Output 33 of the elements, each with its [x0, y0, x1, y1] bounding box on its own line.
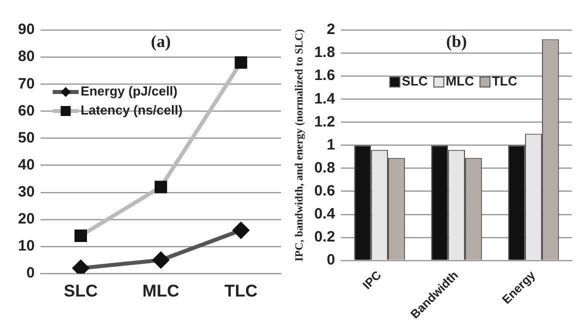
- y-tick-label: 30: [18, 184, 35, 201]
- y-tick-label: 70: [18, 75, 35, 92]
- y-tick-label: 60: [18, 102, 35, 120]
- y-tick-label: 1.4: [314, 90, 336, 108]
- legend-label: MLC: [446, 74, 475, 89]
- y-axis-title: IPC, bandwidth, and energy (normalized to SLC): [293, 28, 306, 262]
- x-tick-label: IPC: [360, 268, 384, 292]
- y-tick-label: 0.4: [314, 206, 336, 223]
- legend-label: Energy (pJ/cell): [80, 84, 178, 99]
- y-tick-label: 0.6: [314, 182, 336, 200]
- y-tick-label: 90: [18, 21, 35, 38]
- y-tick-label: 2: [326, 21, 336, 38]
- legend-label: SLC: [402, 74, 428, 89]
- y-tick-label: 0.2: [314, 228, 336, 246]
- y-tick-label: 20: [18, 210, 35, 228]
- y-tick-label: 1: [326, 136, 336, 154]
- y-tick-label: 0: [326, 252, 336, 269]
- x-tick-label: SLC: [64, 281, 98, 300]
- chart-title: (a): [150, 32, 171, 51]
- y-tick-label: 0: [26, 264, 35, 282]
- chart-title: (b): [446, 32, 467, 51]
- legend-label: TLC: [492, 74, 518, 89]
- legend-label: Latency (ns/cell): [80, 102, 183, 118]
- y-tick-label: 50: [18, 129, 35, 146]
- y-tick-label: 1.2: [314, 113, 336, 130]
- y-tick-label: 1.6: [314, 67, 336, 84]
- y-tick-label: 0.8: [314, 159, 336, 176]
- y-tick-label: 80: [18, 48, 35, 66]
- y-tick-label: 10: [18, 238, 35, 255]
- y-tick-label: 1.8: [314, 44, 336, 62]
- x-tick-label: TLC: [224, 281, 258, 300]
- y-tick-label: 40: [18, 156, 35, 174]
- x-tick-label: MLC: [142, 281, 180, 300]
